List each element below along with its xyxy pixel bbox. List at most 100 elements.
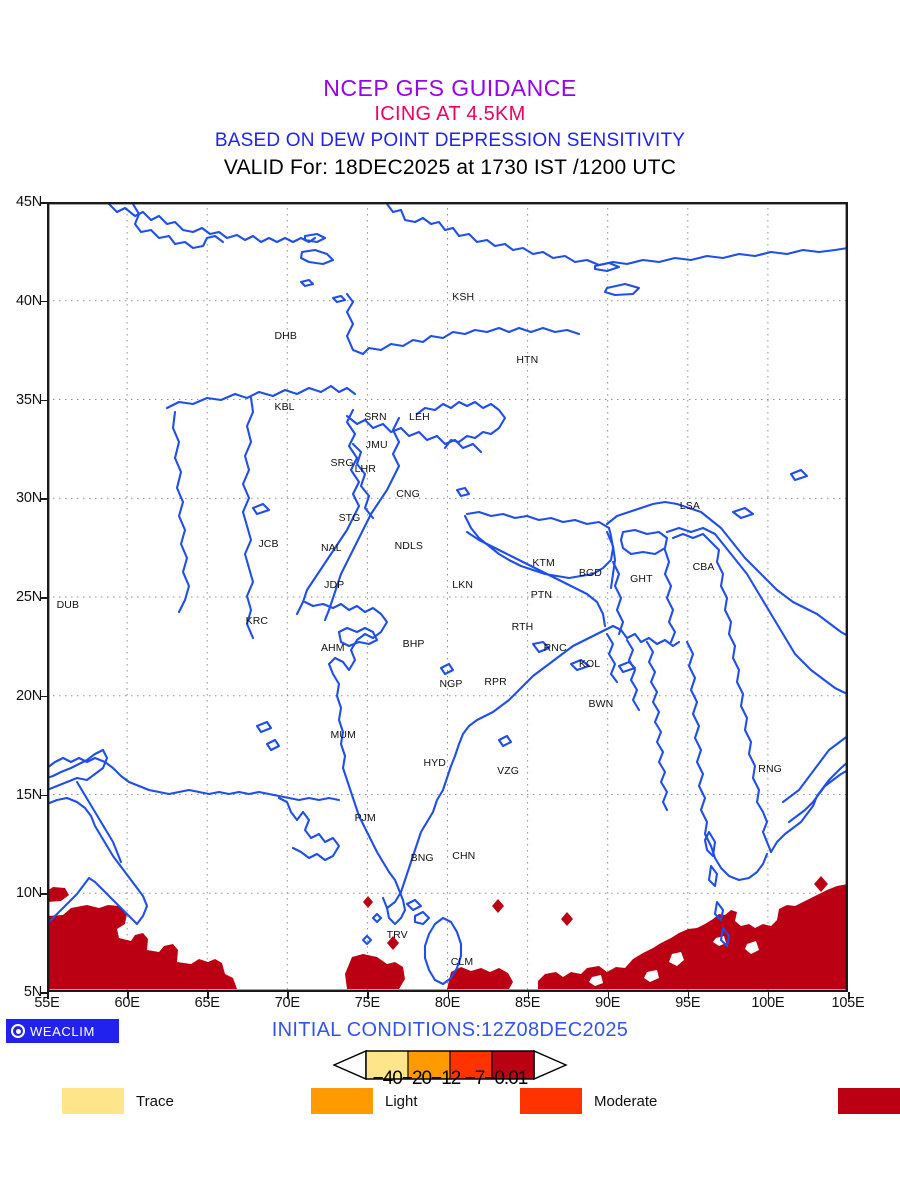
lon-tick-mark (47, 992, 49, 999)
legend-swatch (838, 1088, 900, 1114)
lat-tick-mark (40, 300, 47, 303)
city-label: RTH (511, 620, 534, 633)
colorbar-segment (449, 1050, 493, 1080)
page-title: NCEP GFS GUIDANCE (323, 75, 577, 101)
lon-tick-label: 65E (194, 995, 220, 1011)
lat-tick-label: 45N (16, 194, 42, 210)
city-label: RNC (543, 642, 567, 655)
lon-tick-label: 95E (675, 995, 701, 1011)
lat-tick-mark (40, 794, 47, 797)
city-label: LEH (409, 411, 430, 424)
lat-tick-mark (40, 399, 47, 402)
lat-tick-label: 25N (16, 589, 42, 605)
city-label: MUM (330, 729, 356, 742)
page-subtitle: ICING AT 4.5KM (374, 103, 526, 125)
lon-tick-mark (127, 992, 129, 999)
city-label: BGD (578, 567, 602, 580)
legend-item: Severe (838, 1088, 900, 1114)
lon-tick-mark (767, 992, 770, 999)
city-label: GHT (630, 573, 653, 586)
lat-tick-mark (40, 695, 47, 698)
city-label: CNG (396, 488, 420, 501)
city-label: JMU (365, 438, 388, 451)
lon-tick-mark (607, 992, 610, 999)
city-label: HTN (516, 354, 539, 366)
lat-tick-label: 5N (23, 984, 42, 1000)
lon-tick-mark (367, 992, 369, 999)
lon-tick-label: 60E (114, 995, 140, 1011)
legend-item: Moderate (520, 1088, 657, 1114)
city-label: NAL (320, 541, 342, 554)
city-label: LHR (354, 462, 376, 475)
lon-tick-mark (447, 992, 450, 999)
city-label: NDLS (394, 539, 424, 552)
lat-tick-mark (40, 597, 47, 599)
lon-tick-label: 100E (751, 995, 785, 1011)
city-label: KTM (532, 557, 555, 570)
legend-swatch (62, 1088, 124, 1114)
city-label: KOL (578, 658, 601, 671)
lon-tick-mark (287, 992, 289, 999)
lat-tick-label: 15N (16, 786, 42, 803)
lon-tick-label: 70E (274, 995, 300, 1011)
weaclim-logo[interactable]: WEACLIM (6, 1019, 119, 1043)
lon-tick-mark (207, 992, 209, 999)
city-label: PTN (530, 589, 553, 602)
lon-tick-label: 90E (595, 995, 621, 1011)
map-coastlines (47, 202, 848, 986)
lon-tick-label: 105E (831, 995, 865, 1011)
city-label: DUB (56, 598, 80, 611)
lat-tick-label: 20N (16, 687, 42, 704)
legend-item: Trace (62, 1088, 174, 1114)
city-label: LKN (452, 579, 474, 592)
lat-tick-mark (40, 202, 47, 204)
lon-tick-label: 85E (514, 995, 541, 1011)
colorbar-segment (491, 1050, 535, 1080)
city-label: NGP (439, 677, 463, 690)
map-frame (47, 202, 848, 992)
city-label: CLM (450, 956, 474, 969)
city-label: CHN (452, 849, 476, 862)
city-label: PJM (354, 812, 376, 825)
valid-time: VALID For: 18DEC2025 at 1730 IST /1200 U… (223, 156, 677, 179)
lon-tick-label: 80E (434, 995, 461, 1011)
city-label: STG (338, 512, 361, 524)
lon-tick-label: 55E (34, 995, 60, 1011)
colorbar[interactable] (332, 1048, 568, 1087)
legend-label: Moderate (594, 1092, 658, 1110)
lat-tick-label: 40N (16, 292, 42, 309)
legend-item: Light (311, 1088, 418, 1114)
lat-tick-mark (40, 992, 47, 994)
lon-tick-mark (687, 992, 690, 999)
city-label: SRN (364, 411, 387, 424)
city-label: AHM (320, 642, 345, 655)
legend-label: Light (385, 1092, 418, 1110)
city-label: JCB (258, 537, 279, 550)
map-gridlines (47, 202, 848, 992)
city-label: RNG (758, 762, 782, 775)
legend-swatch (520, 1088, 582, 1114)
city-label: KSH (452, 290, 475, 303)
city-label: HYD (423, 756, 446, 769)
city-label: CBA (692, 561, 715, 574)
lat-tick-mark (40, 498, 47, 500)
title-block: NCEP GFS GUIDANCE ICING AT 4.5KM BASED O… (0, 0, 900, 179)
lat-tick-mark (40, 893, 47, 895)
colorbar-tick-labels: −40−20−12 −7−0.01 (372, 1068, 529, 1089)
legend-label: Trace (136, 1092, 174, 1110)
city-label: TRV (386, 928, 408, 941)
lat-tick-label: 10N (16, 885, 42, 902)
lat-tick-label: 30N (16, 490, 42, 507)
lon-tick-mark (527, 992, 530, 999)
weaclim-circle-icon (11, 1024, 25, 1038)
lon-tick-mark (848, 992, 850, 999)
city-label: BWN (588, 697, 614, 710)
legend-swatch (311, 1088, 373, 1114)
city-label: SRG (330, 456, 354, 469)
page-basis: BASED ON DEW POINT DEPRESSION SENSITIVIT… (214, 130, 686, 151)
city-label: KBL (274, 401, 295, 414)
weather-map[interactable]: KSH DHB HTN KBL SRN LEH JMU SRG LHR CNG LSA STG JCB N… (47, 202, 848, 992)
city-label: LSA (679, 500, 700, 513)
city-label: JDP (324, 579, 345, 592)
lon-tick-label: 75E (354, 995, 380, 1011)
